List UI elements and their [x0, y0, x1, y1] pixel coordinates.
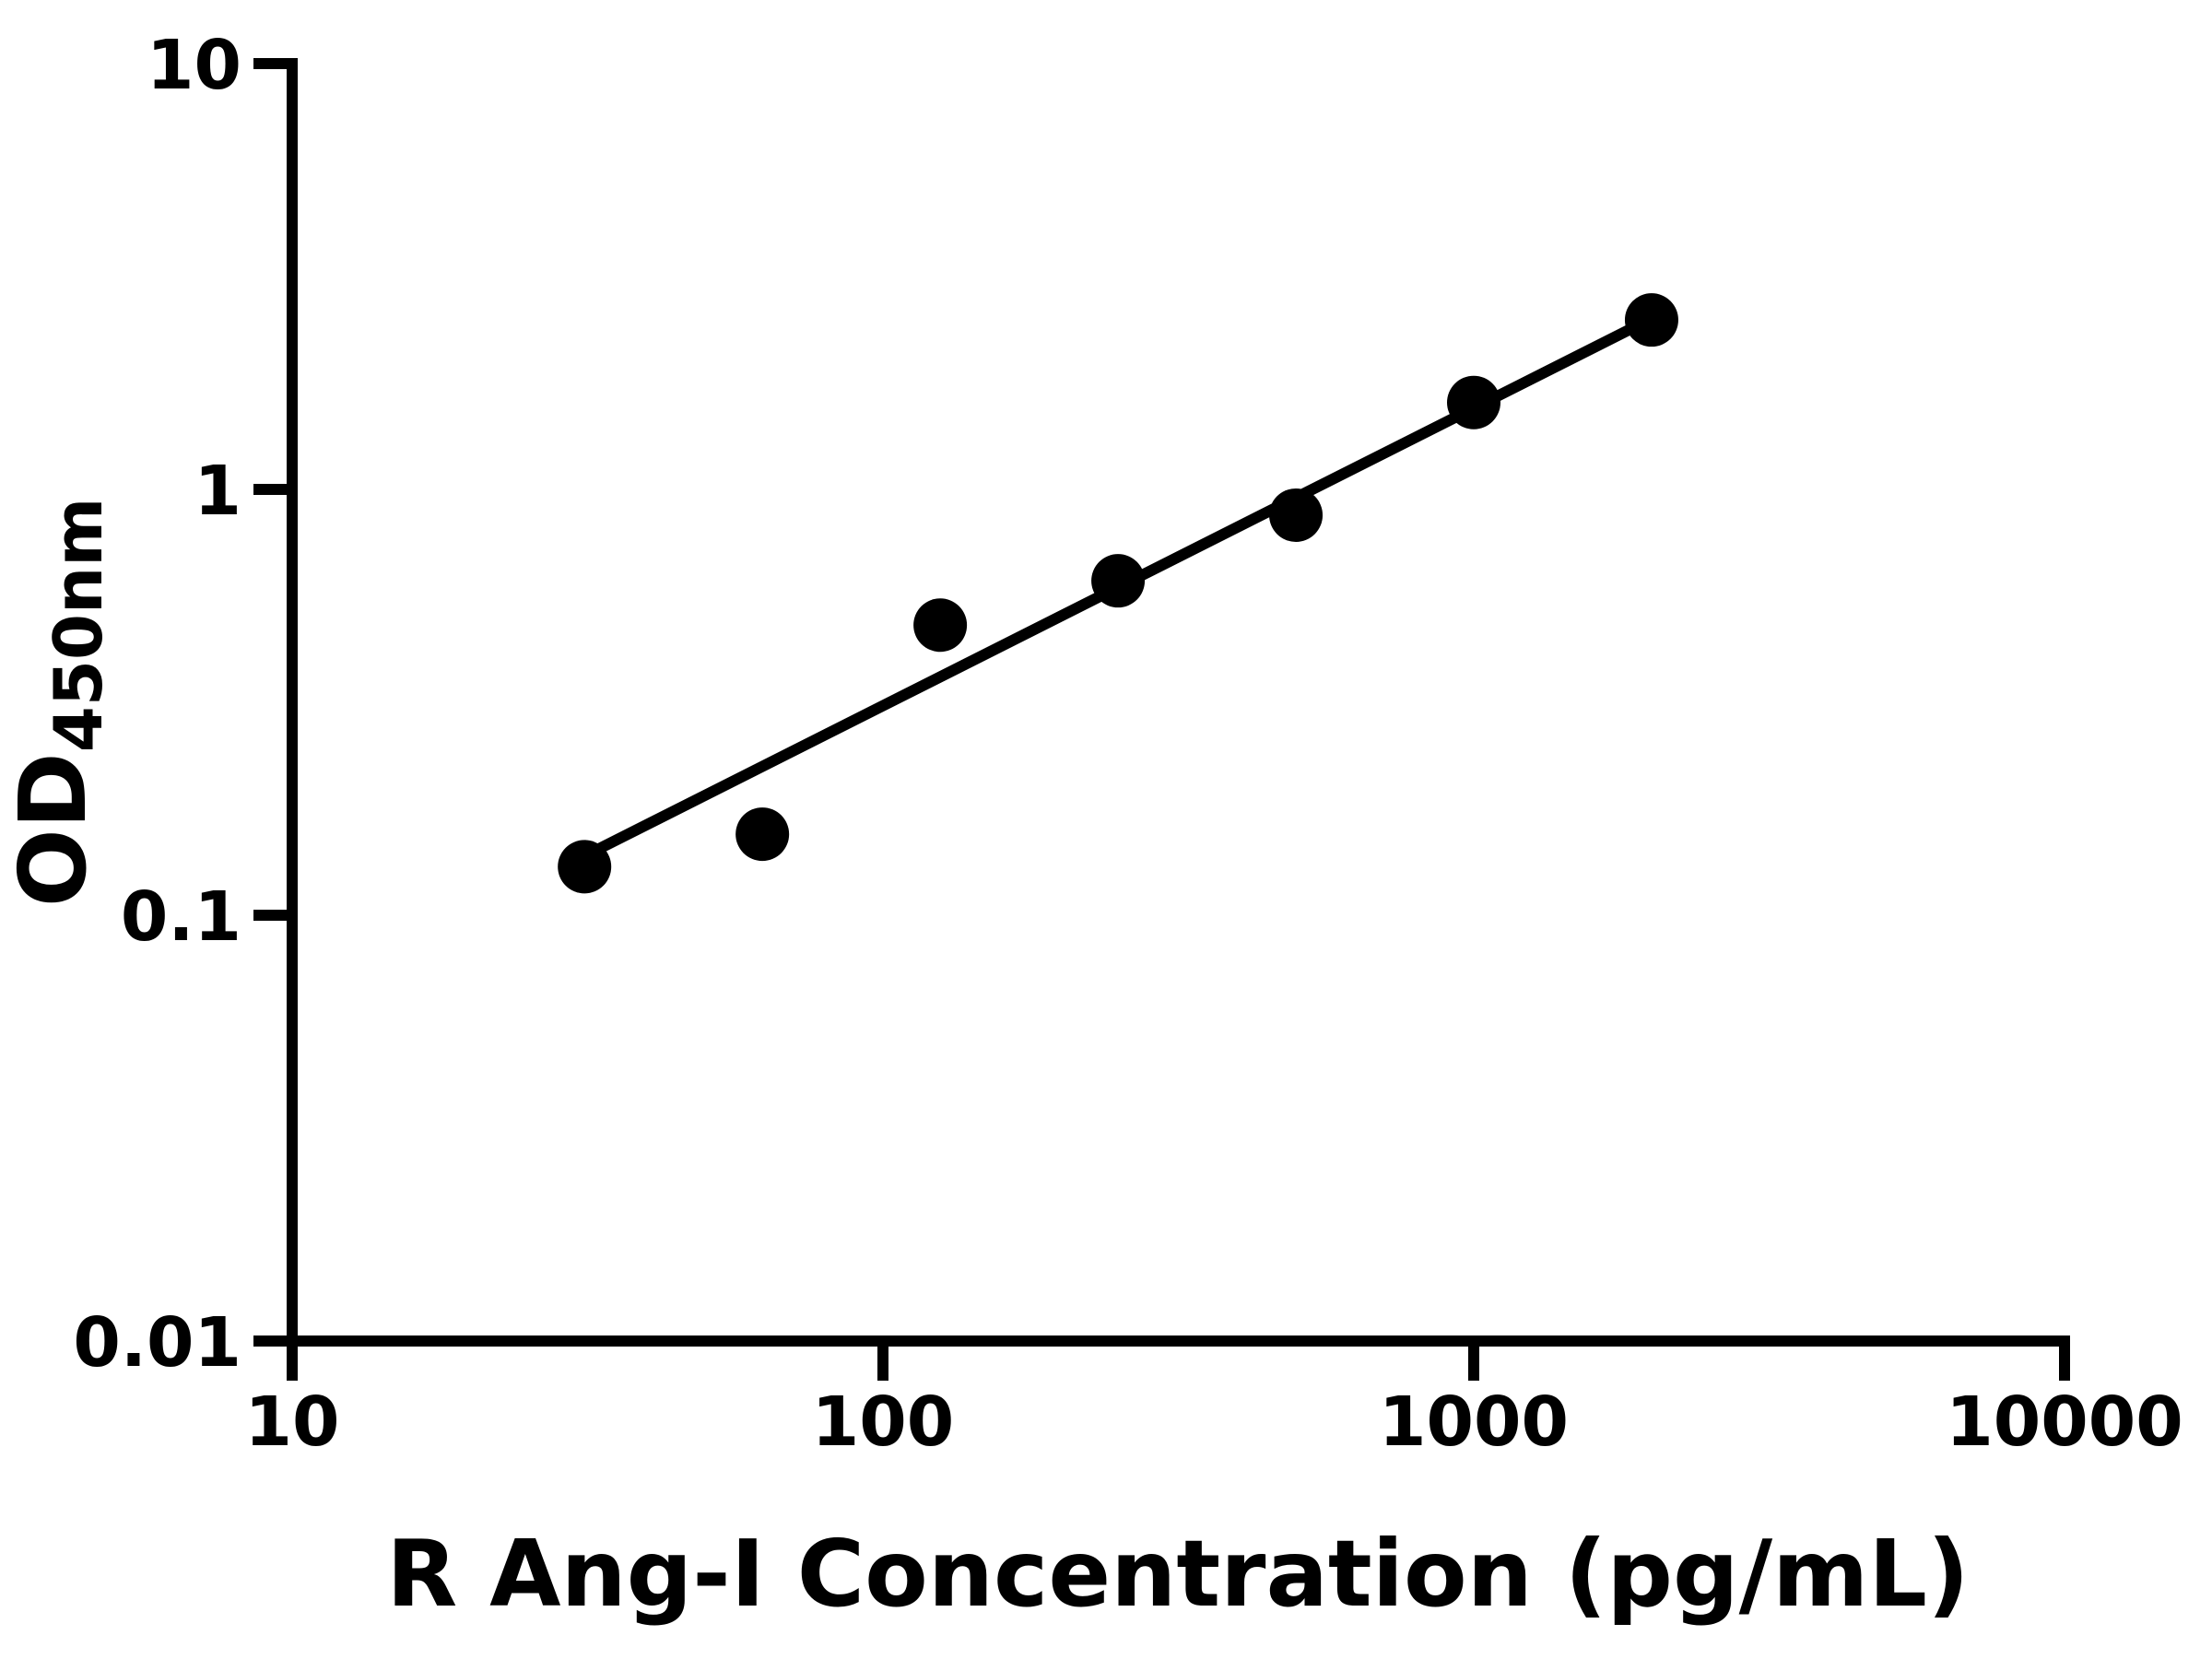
x-axis-title: R Ang-I Concentration (pg/mL) — [386, 1520, 1969, 1628]
x-axis-tick-label: 10 — [245, 1382, 340, 1462]
y-axis-tick-label: 0.1 — [121, 877, 241, 957]
y-axis-title: OD450nm — [0, 498, 117, 908]
data-point — [1269, 488, 1324, 542]
y-axis-tick-label: 10 — [147, 26, 241, 105]
y-axis-tick-label: 0.01 — [73, 1303, 241, 1382]
y-axis-title-main: OD — [0, 752, 107, 907]
data-point — [1447, 375, 1500, 429]
data-points-group — [558, 293, 1678, 894]
y-axis-tick-label: 1 — [194, 452, 242, 531]
data-point — [1624, 293, 1678, 347]
data-point — [1091, 554, 1146, 608]
x-axis-tick-label: 100 — [812, 1382, 954, 1462]
data-point — [735, 807, 790, 862]
x-axis-tick-label: 1000 — [1379, 1382, 1569, 1462]
data-point — [558, 840, 612, 894]
y-axis-title-subscript: 450nm — [40, 498, 117, 753]
x-axis-tick-label: 10000 — [1946, 1382, 2183, 1462]
data-point — [913, 598, 968, 653]
y-axis-ticks: 10 1 0.1 0.01 — [73, 26, 292, 1382]
x-axis-ticks: 10 100 1000 10000 — [245, 1341, 2183, 1462]
